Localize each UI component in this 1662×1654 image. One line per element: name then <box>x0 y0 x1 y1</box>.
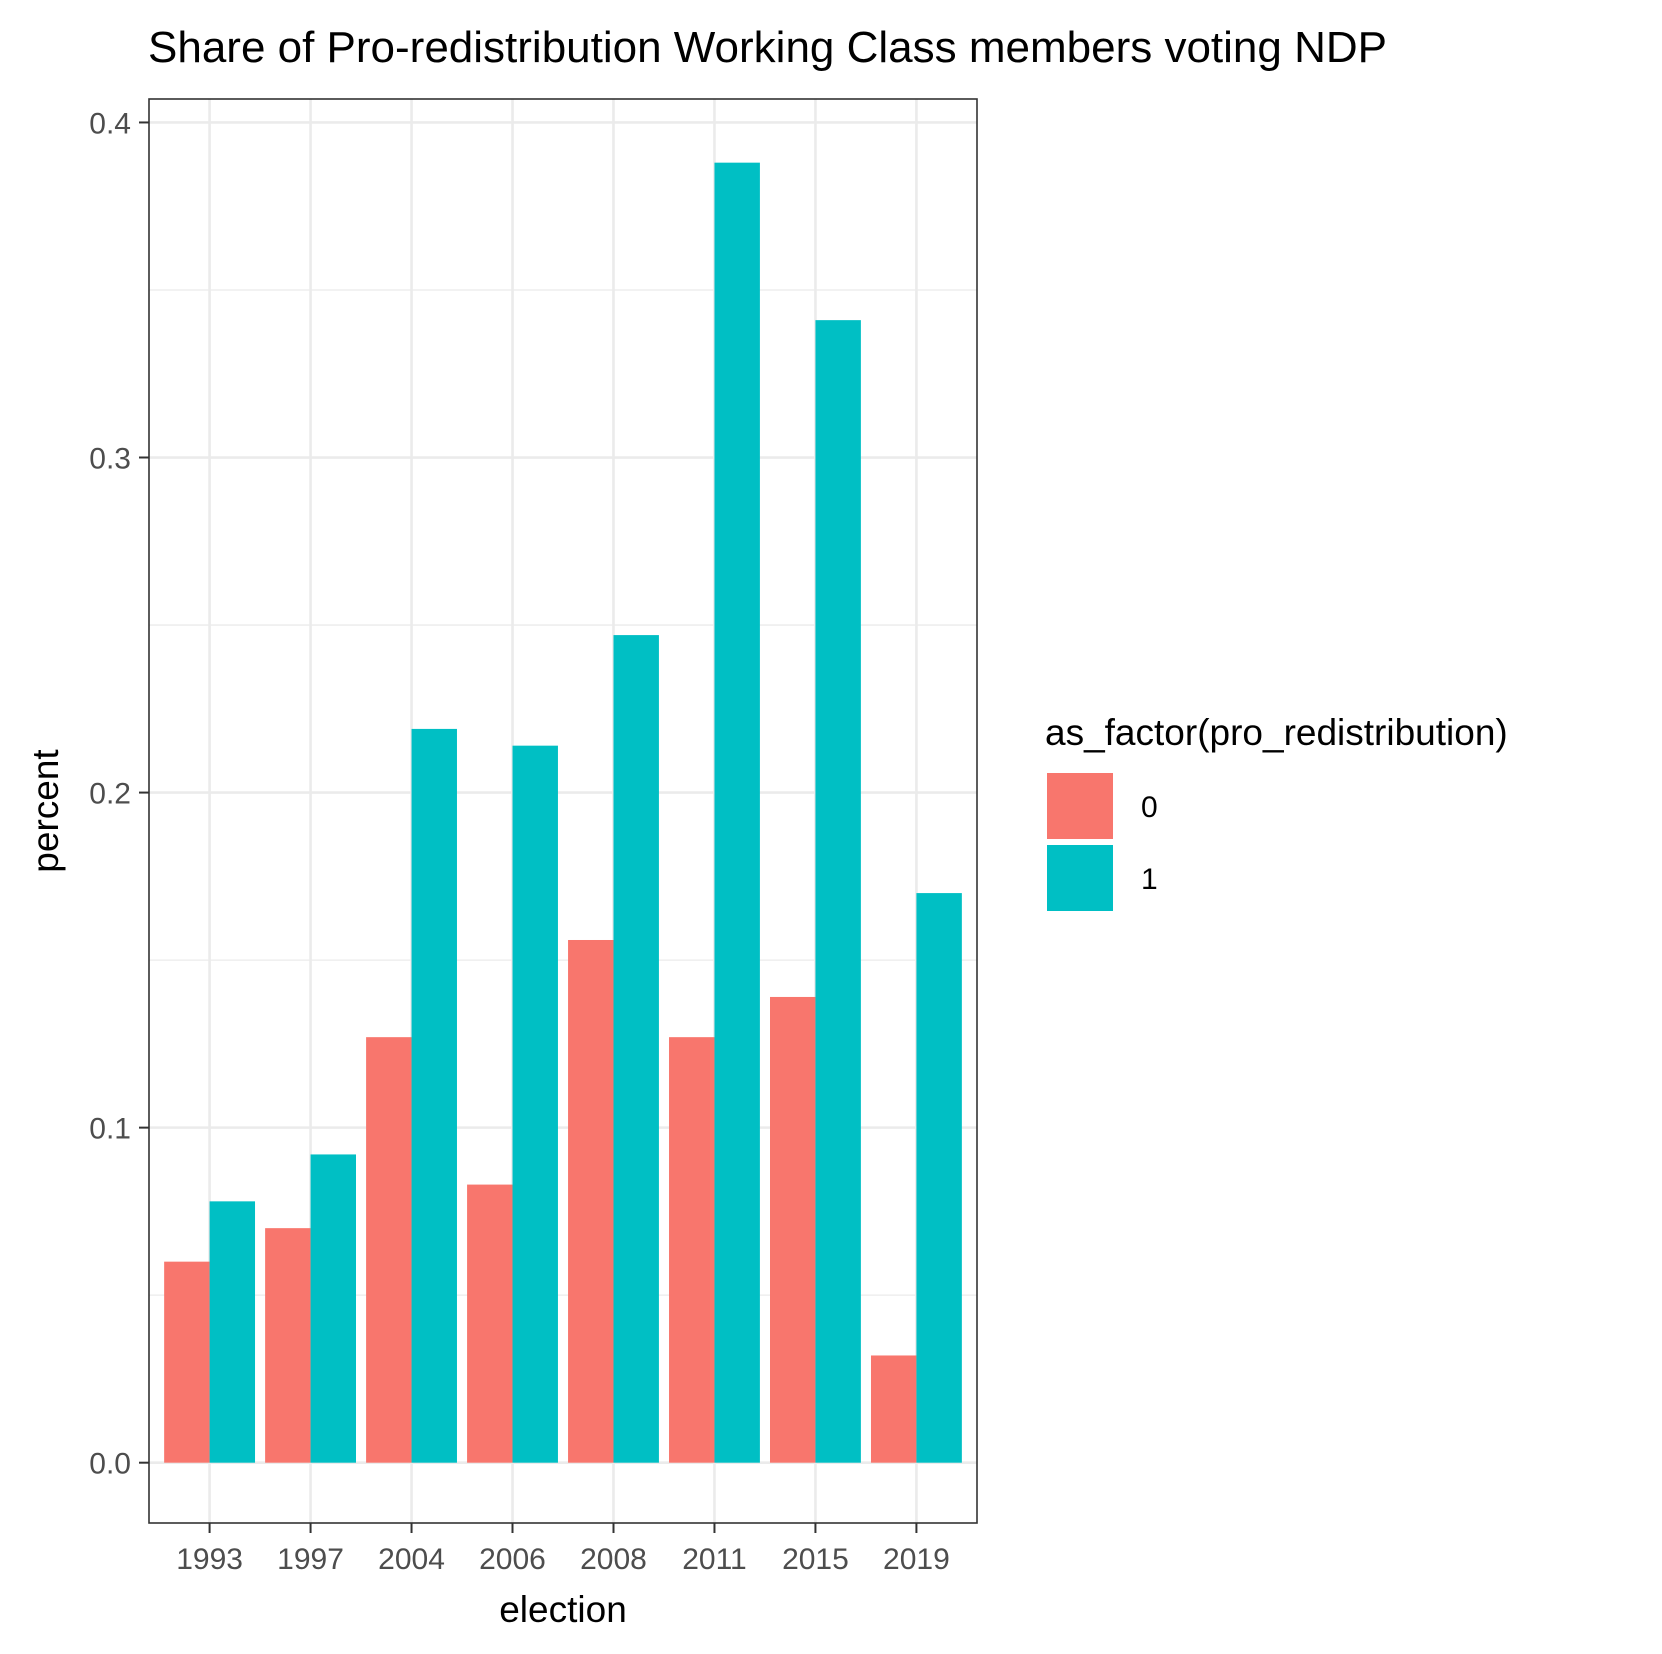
bar-series-0-2006 <box>467 1184 513 1463</box>
legend-label-1: 1 <box>1141 863 1158 896</box>
x-tick-label: 1993 <box>176 1543 243 1576</box>
bar-series-0-2011 <box>669 1037 715 1463</box>
x-tick-label: 2011 <box>682 1543 747 1576</box>
bar-series-1-2011 <box>714 162 760 1463</box>
legend-label-0: 0 <box>1141 791 1158 824</box>
y-tick-label: 0.0 <box>89 1448 131 1481</box>
bars <box>164 162 962 1463</box>
bar-series-1-2006 <box>512 745 558 1463</box>
bar-series-1-2019 <box>916 893 962 1463</box>
bar-series-0-1993 <box>164 1261 210 1463</box>
x-tick-label: 2019 <box>883 1543 950 1576</box>
y-tick-label: 0.4 <box>89 107 131 140</box>
bar-series-1-2015 <box>815 320 861 1463</box>
legend-key-0 <box>1047 773 1113 839</box>
bar-series-0-2019 <box>870 1355 917 1463</box>
bar-series-1-1997 <box>310 1154 356 1463</box>
bar-series-1-2008 <box>613 635 659 1463</box>
y-axis-title: percent <box>25 749 66 873</box>
x-tick-label: 1997 <box>277 1543 344 1576</box>
x-axis-title: election <box>499 1589 627 1630</box>
y-tick-label: 0.1 <box>89 1113 131 1146</box>
y-tick-label: 0.3 <box>89 443 131 476</box>
x-tick-label: 2004 <box>378 1543 445 1576</box>
legend-key-1 <box>1047 845 1113 911</box>
chart-title: Share of Pro-redistribution Working Clas… <box>148 23 1387 72</box>
bar-series-1-2004 <box>411 728 457 1463</box>
legend: as_factor(pro_redistribution) 0 1 <box>1045 712 1508 911</box>
x-tick-label: 2006 <box>479 1543 546 1576</box>
bar-series-0-2004 <box>366 1037 412 1463</box>
bar-series-1-1993 <box>209 1201 256 1463</box>
y-tick-label: 0.2 <box>89 778 131 811</box>
legend-title: as_factor(pro_redistribution) <box>1045 712 1508 753</box>
bar-series-0-1997 <box>265 1228 311 1463</box>
panel-border <box>148 98 978 1524</box>
axes: 0.0 0.1 0.2 0.3 0.4 1993 1997 2004 2006 2008 2011 2… <box>89 107 950 1576</box>
bar-series-0-2015 <box>770 996 816 1463</box>
x-tick-label: 2008 <box>580 1543 647 1576</box>
bar-series-0-2008 <box>568 939 614 1463</box>
x-tick-label: 2015 <box>782 1543 849 1576</box>
